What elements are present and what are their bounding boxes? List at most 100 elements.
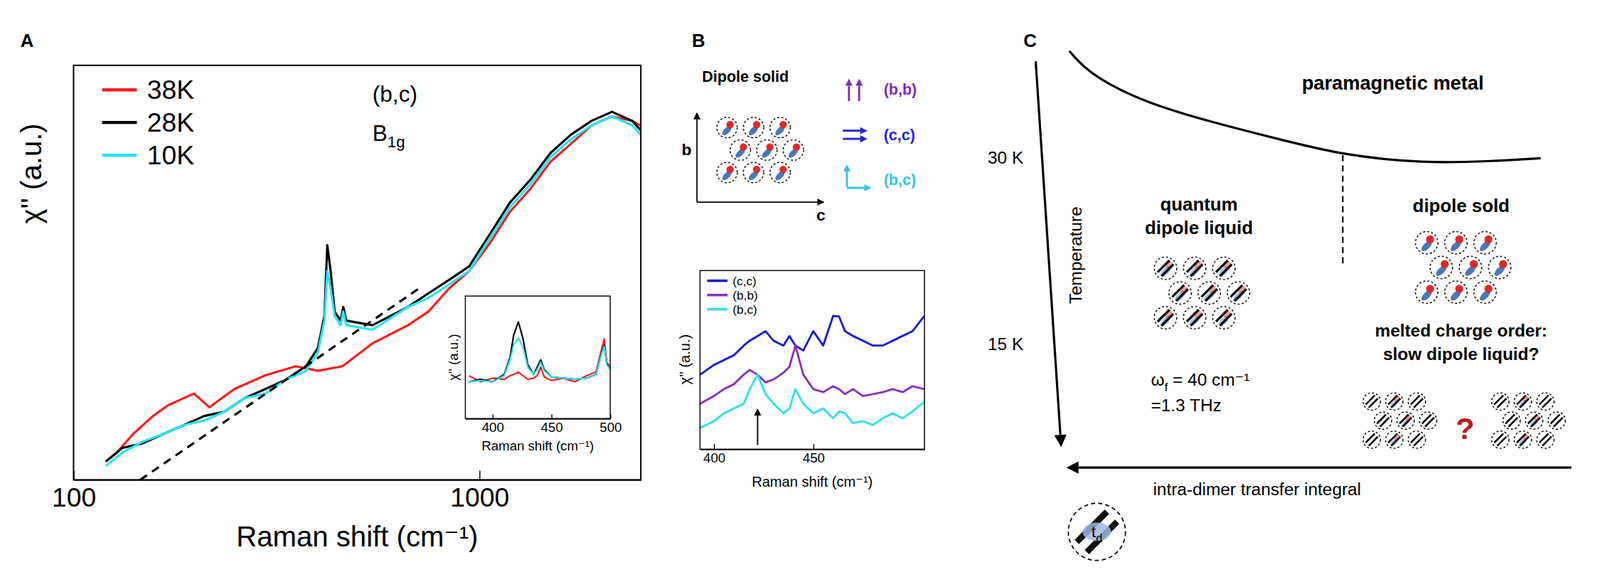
- phase-diagram: Temperature 30 K 15 K intra-dimer transfer …: [987, 51, 1572, 561]
- polarization-arrow-shaft: [847, 86, 850, 102]
- polarization-arrow-head: [843, 164, 851, 172]
- dimer-site: [1444, 231, 1468, 254]
- site-circle: [1502, 411, 1520, 429]
- site-circle: [1474, 280, 1497, 304]
- temperature-label: 30 K: [987, 147, 1024, 168]
- dimer-bar: [1233, 288, 1248, 302]
- crossover-line: [1341, 155, 1344, 264]
- legend-label: 10K: [147, 140, 195, 170]
- figure: ABC1001000Raman shift (cm⁻¹)χ'' (a.u.)(b…: [0, 0, 1600, 587]
- dimer-site: [1408, 430, 1426, 448]
- dimer-site: [730, 140, 751, 161]
- site-circle: [1408, 392, 1426, 410]
- site-circle: [1415, 231, 1439, 254]
- site-circle: [743, 117, 764, 138]
- annotation-arrow-head: [753, 408, 761, 416]
- series-line: [699, 345, 925, 404]
- axis-arrow-c-head: [817, 198, 825, 206]
- annotation: B1g: [372, 120, 406, 151]
- legend: (c,c)(b,b)(b,c): [706, 273, 758, 317]
- dimer-site: [1430, 256, 1453, 279]
- legend-label: (b,b): [732, 288, 758, 303]
- dimer-site: [1154, 306, 1177, 330]
- temperature-arrow-head: [1054, 434, 1067, 448]
- axis-arrow-b-head: [693, 112, 701, 120]
- dimer-bar: [1390, 435, 1401, 447]
- x-tick-mark: [479, 470, 480, 480]
- dipole-red: [1454, 235, 1463, 244]
- x-tick: 100: [51, 470, 96, 512]
- polarization-arrow-head: [860, 135, 868, 143]
- region-label-line: dipole liquid: [1144, 217, 1253, 238]
- polarization-label: (b,b): [883, 81, 918, 99]
- plot-lines: [699, 315, 925, 428]
- dimer-site: [1474, 280, 1497, 304]
- site-circle: [756, 140, 778, 161]
- dipole-red: [1454, 284, 1463, 293]
- x-tick-label: 400: [703, 450, 726, 466]
- x-axis: 400450: [700, 443, 926, 466]
- x-tick: 500: [599, 414, 622, 436]
- polarization-arrow-shaft: [846, 171, 849, 188]
- dimer-site: [743, 117, 764, 138]
- legend-label: (b,c): [732, 302, 757, 317]
- annotation-part: B: [372, 120, 388, 146]
- temperature-arrow-shaft: [1035, 61, 1061, 435]
- x-axis-title: Raman shift (cm⁻¹): [481, 438, 594, 453]
- dipole-red: [1440, 259, 1449, 268]
- axis-title: intra-dimer transfer integral: [1152, 479, 1362, 499]
- dimer-bar: [1401, 416, 1413, 428]
- fluctuation-label-part: = 40 cm⁻¹: [1167, 369, 1250, 389]
- site-circle: [1154, 256, 1177, 280]
- site-circle: [1408, 430, 1426, 448]
- site-circle: [716, 162, 738, 183]
- dimer-site: [1536, 430, 1554, 448]
- dimer-bar: [1175, 288, 1189, 302]
- dimer-site: [1385, 392, 1404, 410]
- dimer-bar: [1541, 435, 1553, 447]
- site-circle: [1183, 256, 1207, 280]
- plot-lines: [105, 111, 641, 480]
- diagram-title: Dipole solid: [701, 68, 789, 86]
- dimer-site: [1474, 231, 1497, 254]
- series-line: [468, 337, 611, 382]
- legend-swatch: [102, 153, 138, 157]
- site-circle: [1363, 430, 1381, 448]
- dimer-bar: [1553, 416, 1564, 428]
- chart-panel: 1001000Raman shift (cm⁻¹)χ'' (a.u.)(b,c)…: [15, 65, 642, 553]
- dimer-bar: [1218, 263, 1233, 277]
- temperature-label: 15 K: [987, 334, 1024, 354]
- dimer-bar: [1218, 312, 1233, 327]
- dimer-icon: td: [1068, 502, 1125, 560]
- annotation-part: 1g: [387, 132, 406, 151]
- dimer-site: [1198, 281, 1221, 305]
- panel-letter: C: [1023, 30, 1037, 51]
- x-axis: 400450500: [465, 414, 622, 436]
- dimer-bar: [1189, 312, 1204, 327]
- dimer-bar: [1541, 397, 1553, 409]
- x-tick: 400: [482, 414, 505, 436]
- dimer-bar: [1204, 288, 1219, 302]
- chart-panel: 400450Raman shift (cm⁻¹)χ'' (a.u.): [676, 270, 926, 490]
- y-axis-title: χ'' (a.u.): [445, 333, 461, 381]
- site-circle: [1536, 430, 1554, 448]
- dimer-site: [1385, 430, 1404, 448]
- axis-title: Temperature: [1065, 206, 1086, 304]
- dimer-bar: [1160, 263, 1175, 277]
- dimer-bar: [1496, 397, 1508, 409]
- dipole-red: [753, 165, 761, 173]
- dimer-site: [1513, 392, 1532, 410]
- x-tick-mark: [551, 414, 552, 419]
- dimer-site: [1227, 281, 1251, 305]
- site-circle: [1444, 280, 1468, 304]
- transfer-arrow-shaft: [1078, 466, 1572, 469]
- site-circle: [1385, 430, 1404, 448]
- x-tick-mark: [813, 443, 815, 449]
- dimer-site: [1169, 281, 1192, 305]
- x-tick-mark: [610, 414, 611, 419]
- legend-label: (c,c): [732, 273, 756, 288]
- region-label: dipole sold: [1412, 195, 1510, 216]
- x-axis-title: Raman shift (cm⁻¹): [751, 473, 873, 490]
- site-circle: [1169, 281, 1192, 305]
- site-circle: [1491, 430, 1509, 448]
